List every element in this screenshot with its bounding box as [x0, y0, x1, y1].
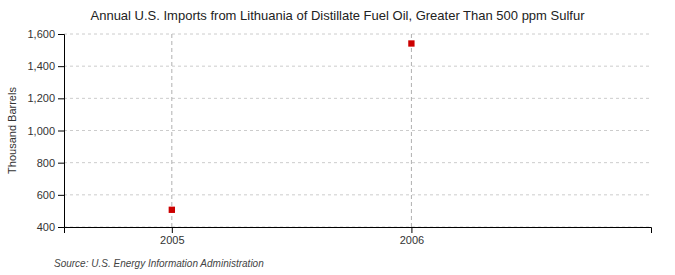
y-tick-label: 1,000: [27, 125, 55, 137]
y-tick-label: 400: [37, 221, 55, 233]
y-tick-mark: [58, 66, 64, 67]
y-tick-mark: [58, 227, 64, 228]
y-tick-label: 1,200: [27, 92, 55, 104]
y-axis: 400 600 800 1,000 1,200 1,400 1,600: [27, 28, 64, 233]
y-tick: 1,600: [27, 28, 64, 40]
y-axis-line: [58, 35, 65, 228]
y-tick-label: 1,600: [27, 28, 55, 40]
chart: 2005 2006 400 600 800 1,000 1,200 1,400 1,600 Ann…: [0, 0, 675, 275]
point: [408, 40, 414, 46]
y-tick-label: 800: [37, 157, 55, 169]
grid-line: [64, 130, 651, 131]
grid-line: [64, 162, 651, 163]
plot-area: 2005 2006 400 600 800 1,000 1,200 1,400 1,600: [27, 28, 651, 246]
x-axis-line: [65, 228, 652, 234]
grid-line: [64, 194, 651, 195]
x-tick-mark: [411, 227, 412, 233]
y-tick-mark: [58, 131, 64, 132]
y-tick: 1,000: [27, 125, 64, 137]
y-tick-label: 600: [37, 189, 55, 201]
y-axis-label: Thousand Barrels: [6, 87, 18, 174]
x-tick: 2006: [400, 227, 424, 246]
y-tick-mark: [58, 98, 64, 99]
grid-line: [64, 34, 651, 35]
grid-line: [64, 66, 651, 67]
y-tick: 600: [37, 189, 64, 201]
y-tick: 800: [37, 157, 64, 169]
y-tick-mark: [58, 34, 64, 35]
x-guide-line: [411, 34, 412, 227]
y-tick-mark: [58, 163, 64, 164]
x-tick: 2005: [160, 227, 184, 246]
y-tick: 400: [37, 221, 64, 233]
y-tick: 1,400: [27, 60, 64, 72]
x-tick-mark: [172, 227, 173, 233]
y-tick-mark: [58, 195, 64, 196]
x-axis: 2005 2006: [65, 227, 652, 246]
y-tick-label: 1,400: [27, 60, 55, 72]
marks: [169, 34, 415, 227]
x-tick-label: 2006: [400, 234, 424, 246]
x-guide-line: [171, 34, 172, 227]
title: Annual U.S. Imports from Lithuania of Di…: [91, 8, 586, 23]
x-tick-label: 2005: [160, 234, 184, 246]
grid-line: [64, 98, 651, 99]
grid: [64, 34, 651, 227]
point: [169, 207, 175, 213]
y-tick: 1,200: [27, 92, 64, 104]
annotation: Source: U.S. Energy Information Administ…: [54, 258, 264, 269]
